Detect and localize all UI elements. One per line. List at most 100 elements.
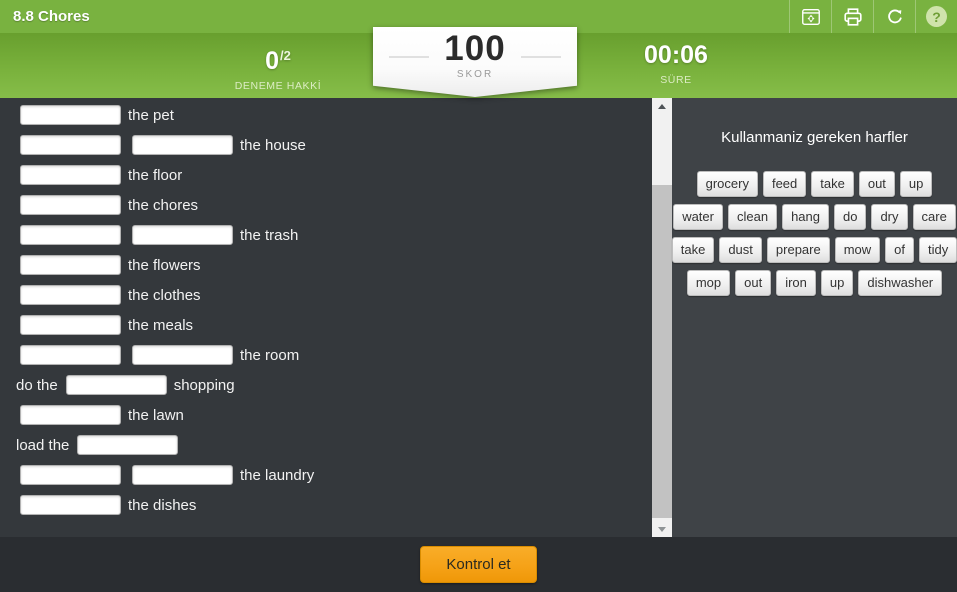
chip-row: grocery feed take out up (672, 171, 957, 197)
refresh-icon (884, 6, 906, 28)
row-suffix-text: the trash (240, 226, 299, 244)
title-bar-actions: ? (789, 0, 957, 33)
quiz-row: the meals (0, 310, 652, 340)
answer-blank[interactable] (132, 135, 233, 155)
answer-blank[interactable] (20, 255, 121, 275)
word-chip[interactable]: take (811, 171, 854, 197)
quiz-area: the pet the house the floor the chores the t… (0, 98, 652, 537)
quiz-scrollbar[interactable] (652, 98, 672, 537)
word-chip[interactable]: grocery (696, 171, 758, 197)
answer-blank[interactable] (132, 465, 233, 485)
answer-blank[interactable] (20, 405, 121, 425)
fullscreen-button[interactable] (789, 0, 831, 33)
row-suffix-text: the chores (128, 196, 199, 214)
answer-blank[interactable] (20, 225, 121, 245)
help-icon: ? (926, 6, 947, 27)
badge-right-dash (521, 56, 561, 58)
scroll-down-button[interactable] (652, 521, 672, 537)
row-suffix-text: the room (240, 346, 300, 364)
word-chip[interactable]: out (858, 171, 895, 197)
word-chip[interactable]: water (673, 204, 723, 230)
quiz-row: the pet (0, 100, 652, 130)
answer-blank[interactable] (20, 105, 121, 125)
chip-row: water clean hang do dry care (672, 204, 957, 230)
score-label: SKOR (456, 69, 494, 80)
attempts-value: 0/2 (178, 42, 378, 75)
answer-blank[interactable] (20, 315, 121, 335)
help-button[interactable]: ? (915, 0, 957, 33)
row-suffix-text: the meals (128, 316, 194, 334)
quiz-row: the laundry (0, 460, 652, 490)
scroll-up-button[interactable] (652, 98, 672, 114)
attempts-label: DENEME HAKKİ (234, 80, 322, 92)
word-chip[interactable]: dry (871, 204, 908, 230)
answer-blank[interactable] (65, 375, 167, 395)
row-prefix-text: do the (16, 376, 58, 394)
check-button[interactable]: Kontrol et (420, 546, 537, 583)
refresh-button[interactable] (873, 0, 915, 33)
attempts-total: /2 (280, 48, 291, 63)
score-value: 100 (444, 29, 506, 68)
word-chip[interactable]: up (820, 270, 854, 296)
word-chip[interactable]: mop (686, 270, 731, 296)
quiz-row: the house (0, 130, 652, 160)
row-suffix-text: the laundry (240, 466, 315, 484)
time-value: 00:06 (644, 41, 708, 69)
word-chip[interactable]: feed (762, 171, 807, 197)
answer-blank[interactable] (132, 225, 233, 245)
word-chip[interactable]: dust (719, 237, 762, 263)
answer-blank[interactable] (20, 495, 121, 515)
row-suffix-text: shopping (173, 376, 235, 394)
word-bank-title: Kullanmaniz gereken harfler (721, 129, 908, 146)
answer-blank[interactable] (20, 165, 121, 185)
footer-bar: Kontrol et (0, 537, 957, 592)
row-suffix-text: the clothes (128, 286, 201, 304)
scrollbar-thumb[interactable] (652, 185, 672, 518)
answer-blank[interactable] (77, 435, 179, 455)
word-chip[interactable]: take (671, 237, 715, 263)
scroll-up-icon (658, 103, 666, 109)
word-chip[interactable]: out (735, 270, 772, 296)
row-suffix-text: the pet (128, 106, 174, 124)
score-badge: 100 SKOR (373, 27, 577, 97)
word-chip[interactable]: of (885, 237, 915, 263)
answer-blank[interactable] (20, 465, 121, 485)
word-chip[interactable]: up (899, 171, 933, 197)
quiz-row: the trash (0, 220, 652, 250)
answer-blank[interactable] (20, 285, 121, 305)
time-stat: 00:06 SÜRE (576, 41, 776, 87)
chip-row: mop out iron up dishwasher (672, 270, 957, 296)
chip-row: take dust prepare mow of tidy (671, 237, 957, 263)
word-chip[interactable]: do (833, 204, 867, 230)
print-icon (842, 6, 864, 28)
answer-blank[interactable] (20, 195, 121, 215)
word-chip[interactable]: mow (834, 237, 881, 263)
time-label: SÜRE (660, 74, 692, 86)
word-chip[interactable]: iron (776, 270, 816, 296)
row-suffix-text: the flowers (128, 256, 201, 274)
quiz-row: the flowers (0, 250, 652, 280)
row-prefix-text: load the (16, 436, 70, 454)
answer-blank[interactable] (20, 135, 121, 155)
badge-left-dash (389, 56, 429, 58)
word-chip[interactable]: clean (727, 204, 778, 230)
word-chip[interactable]: prepare (766, 237, 830, 263)
quiz-row: do the shopping (0, 370, 652, 400)
word-chip[interactable]: dishwasher (858, 270, 943, 296)
row-suffix-text: the lawn (128, 406, 184, 424)
attempts-count: 0 (265, 47, 280, 75)
activity-title: 8.8 Chores (13, 8, 90, 25)
word-chip[interactable]: hang (782, 204, 829, 230)
word-chip[interactable]: tidy (919, 237, 957, 263)
word-chip[interactable]: care (912, 204, 956, 230)
print-button[interactable] (831, 0, 873, 33)
quiz-row: the clothes (0, 280, 652, 310)
attempts-stat: 0/2 DENEME HAKKİ (178, 42, 378, 93)
answer-blank[interactable] (132, 345, 233, 365)
scroll-down-icon (658, 526, 666, 532)
row-suffix-text: the floor (128, 166, 183, 184)
row-suffix-text: the dishes (128, 496, 197, 514)
answer-blank[interactable] (20, 345, 121, 365)
quiz-row: the floor (0, 160, 652, 190)
